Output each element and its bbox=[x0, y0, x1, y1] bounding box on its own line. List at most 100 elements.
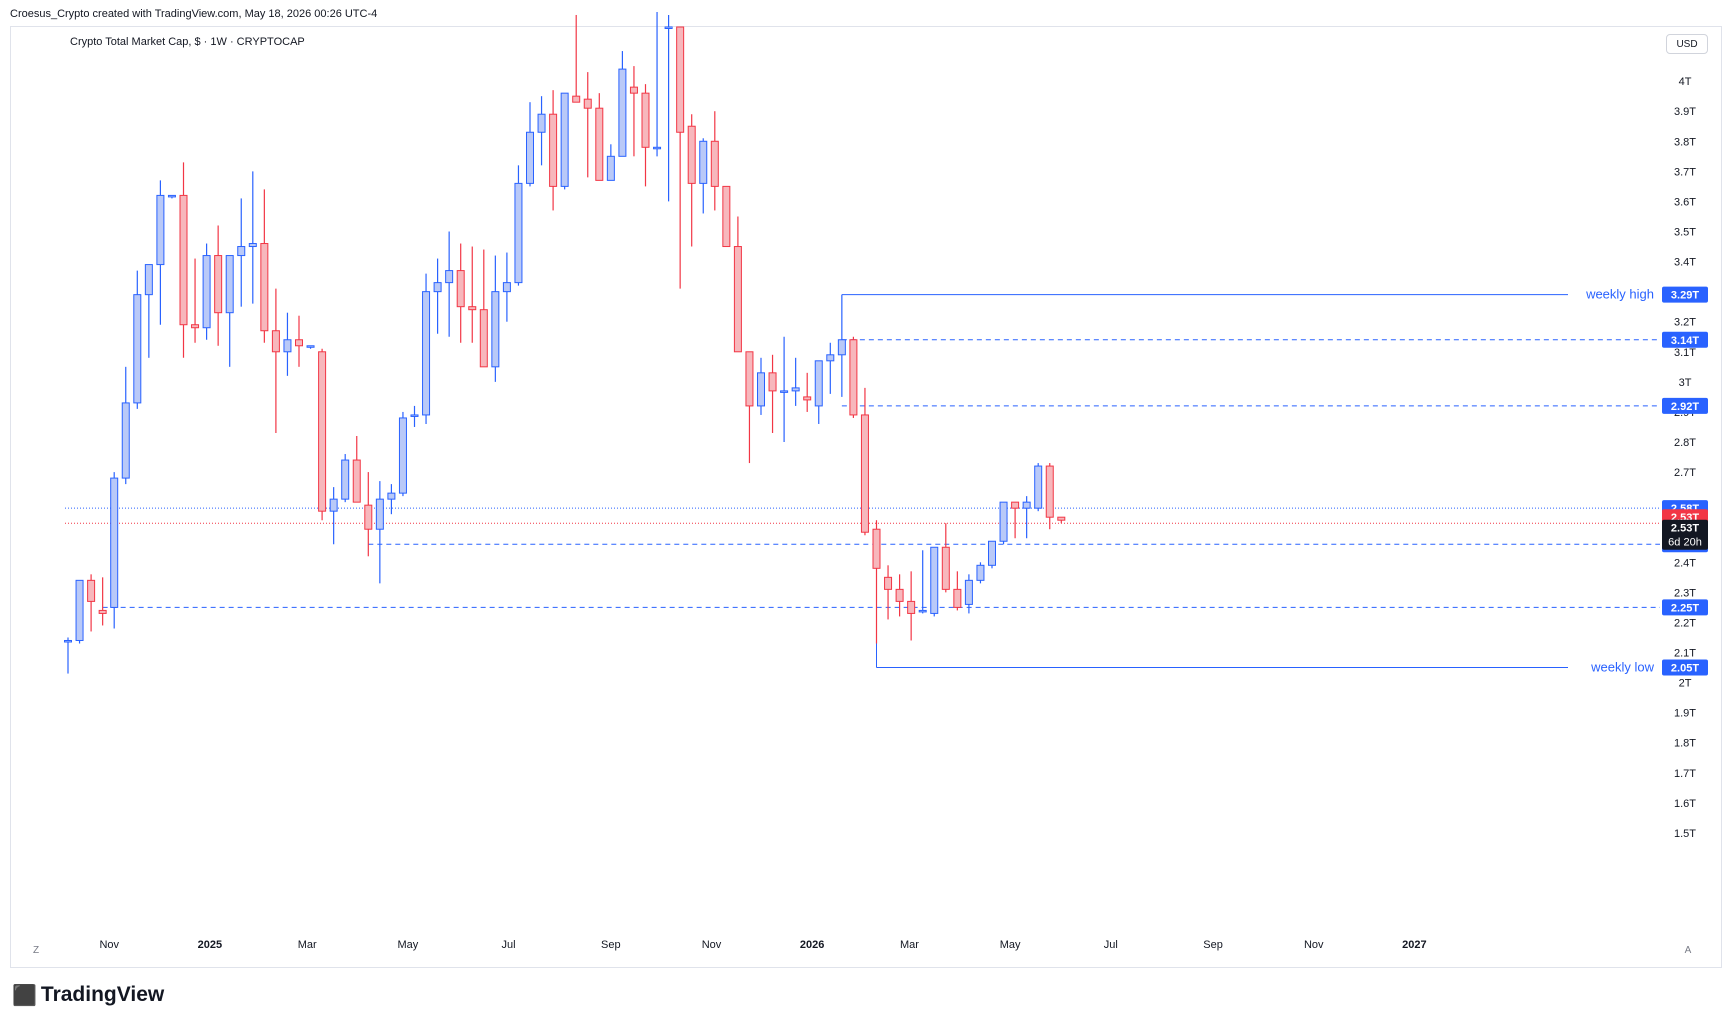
candle-body bbox=[271, 330, 280, 353]
candle-body bbox=[121, 402, 130, 479]
candle bbox=[64, 637, 72, 674]
candle bbox=[560, 92, 569, 190]
level-badge-0-label: 3.29T bbox=[1671, 290, 1699, 302]
y-tick-label: 3.5T bbox=[1674, 226, 1696, 238]
candle-body bbox=[479, 309, 488, 368]
candle bbox=[526, 102, 534, 187]
tradingview-logo-text: TradingView bbox=[40, 983, 165, 1006]
candle bbox=[87, 574, 96, 632]
candle-body bbox=[641, 92, 650, 148]
candle bbox=[248, 171, 257, 304]
x-tick-label: Sep bbox=[601, 939, 621, 951]
auto-scale-left-button[interactable]: Z bbox=[32, 945, 40, 956]
candle-body bbox=[526, 131, 534, 184]
candle-body bbox=[110, 477, 119, 608]
candle-body bbox=[537, 113, 546, 133]
candle bbox=[514, 165, 523, 286]
currency-button[interactable]: USD bbox=[1666, 34, 1708, 54]
candle-body bbox=[248, 243, 257, 248]
y-tick-label: 1.5T bbox=[1674, 828, 1696, 840]
candle bbox=[398, 411, 407, 497]
candle-body bbox=[387, 492, 396, 500]
candle bbox=[1034, 463, 1043, 512]
candle bbox=[329, 487, 338, 545]
candle bbox=[1045, 463, 1054, 530]
candle bbox=[687, 114, 696, 247]
candle bbox=[583, 72, 592, 178]
candle bbox=[572, 14, 581, 103]
candle-body bbox=[953, 588, 962, 608]
candle bbox=[318, 348, 327, 521]
candle bbox=[410, 405, 419, 427]
level-badge-1-label: 3.14T bbox=[1671, 335, 1699, 347]
candle-body bbox=[999, 501, 1008, 542]
candle-body bbox=[502, 282, 511, 293]
y-tick-label: 1.9T bbox=[1674, 708, 1696, 720]
candle-body bbox=[629, 86, 638, 94]
level-badge-5-label: 2.05T bbox=[1671, 663, 1699, 675]
candle bbox=[468, 246, 477, 343]
tradingview-logo[interactable]: ⬛ TradingView bbox=[12, 983, 164, 1007]
candle bbox=[491, 255, 500, 382]
level-badge-5-bg bbox=[1662, 659, 1708, 676]
y-tick-label: 3.8T bbox=[1674, 136, 1696, 148]
candle-body bbox=[1011, 501, 1020, 509]
candle-body bbox=[803, 396, 812, 401]
candle bbox=[872, 520, 881, 644]
candle-body bbox=[133, 294, 142, 404]
candle-body bbox=[202, 255, 211, 329]
candle-body bbox=[606, 155, 615, 181]
candle-body bbox=[710, 140, 719, 187]
candle-body bbox=[75, 579, 84, 641]
candle bbox=[653, 11, 662, 157]
y-tick-label: 3T bbox=[1679, 377, 1692, 389]
candle-body bbox=[768, 372, 777, 392]
y-tick-label: 1.7T bbox=[1674, 768, 1696, 780]
time-axis[interactable]: Nov 2025 Mar May Jul Sep Nov 2026 Mar May Jul Sep No… bbox=[99, 939, 1426, 951]
candle bbox=[1022, 496, 1031, 539]
x-tick-label: Nov bbox=[1304, 939, 1324, 951]
candle-body bbox=[398, 417, 407, 494]
chart-title: Crypto Total Market Cap, $ · 1W · CRYPTO… bbox=[70, 36, 305, 48]
x-tick-label: 2027 bbox=[1402, 939, 1426, 951]
candle bbox=[456, 243, 465, 343]
y-tick-label: 3.1T bbox=[1674, 347, 1696, 359]
candle-body bbox=[560, 92, 569, 187]
candle bbox=[260, 189, 269, 343]
current-price-badge-label: 2.53T bbox=[1671, 523, 1699, 535]
candle-body bbox=[733, 246, 742, 353]
candle bbox=[745, 351, 754, 464]
candle-body bbox=[895, 588, 904, 602]
level-annotation-5: weekly low bbox=[1590, 660, 1654, 675]
candle-body bbox=[572, 95, 581, 103]
y-tick-label: 2.1T bbox=[1674, 648, 1696, 660]
candle-body bbox=[814, 360, 823, 407]
candle-body bbox=[64, 639, 72, 643]
candle-body bbox=[860, 414, 869, 533]
price-axis[interactable]: 4T3.9T3.8T3.7T3.6T3.5T3.4T3.2T3.1T3T2.9T… bbox=[1674, 76, 1696, 840]
candle-body bbox=[687, 125, 696, 184]
candle bbox=[179, 162, 188, 358]
candle bbox=[953, 571, 962, 611]
candle bbox=[98, 577, 107, 626]
candle-body bbox=[445, 270, 454, 284]
auto-scale-right-button[interactable]: A bbox=[1684, 945, 1692, 956]
tradingview-logo-icon: ⬛ bbox=[12, 983, 37, 1007]
candle-body bbox=[884, 576, 893, 590]
candle bbox=[202, 243, 211, 340]
candle bbox=[791, 357, 800, 406]
candle-body bbox=[491, 291, 500, 368]
candle bbox=[860, 387, 869, 536]
candle-body bbox=[595, 107, 604, 181]
x-tick-label: 2025 bbox=[198, 939, 222, 951]
candle bbox=[375, 481, 384, 584]
candle-body bbox=[1022, 501, 1031, 509]
current-price-badge-bg bbox=[1662, 519, 1708, 550]
candle-body bbox=[306, 345, 315, 348]
candle bbox=[295, 315, 303, 367]
y-tick-label: 4T bbox=[1679, 76, 1692, 88]
y-tick-label: 2.3T bbox=[1674, 587, 1696, 599]
candle bbox=[884, 565, 893, 620]
x-tick-label: May bbox=[1000, 939, 1021, 951]
